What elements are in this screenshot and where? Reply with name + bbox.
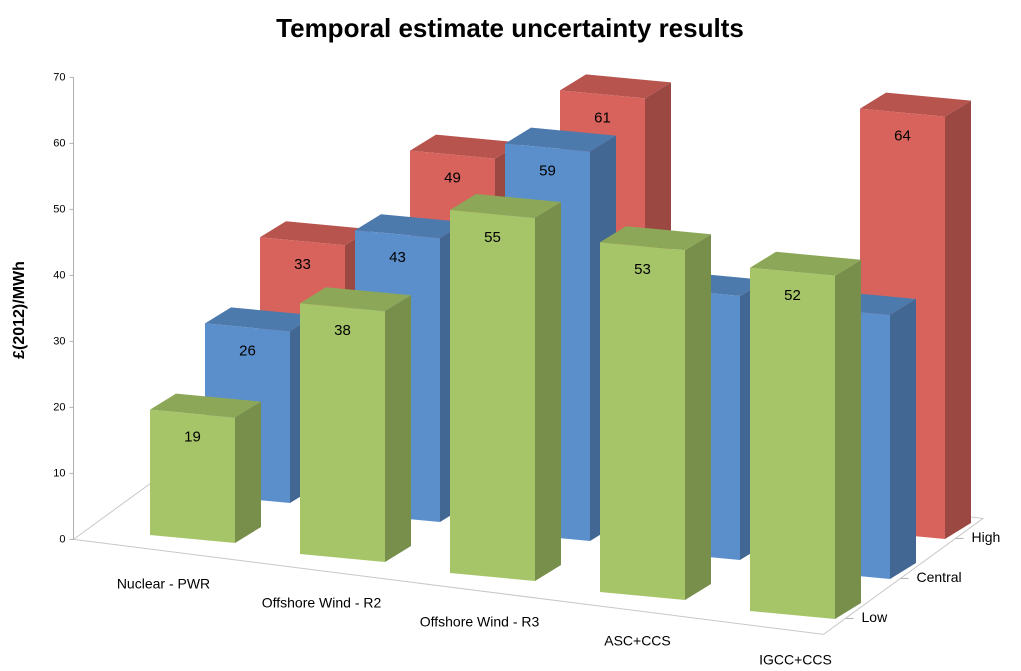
bar-front: [750, 267, 835, 619]
bar-top: [860, 92, 971, 117]
y-tick-label: 60: [53, 137, 65, 149]
bar-side: [685, 234, 711, 600]
bar-side: [535, 202, 561, 581]
bar-top: [560, 74, 671, 99]
data-label: 61: [594, 109, 611, 126]
bar: 53: [600, 226, 711, 600]
chart-title: Temporal estimate uncertainty results: [276, 13, 744, 43]
data-label: 53: [634, 261, 651, 278]
x-tick-label: Offshore Wind - R2: [262, 595, 382, 611]
data-label: 26: [239, 342, 256, 359]
data-label: 19: [184, 429, 201, 446]
bar: 19: [150, 393, 261, 543]
bar-front: [300, 303, 385, 562]
series-label: Central: [917, 569, 962, 585]
bar-side: [385, 295, 411, 562]
bar: 52: [750, 251, 861, 619]
x-tick-label: ASC+CCS: [604, 633, 671, 649]
data-label: 38: [334, 322, 351, 339]
bar-side: [890, 299, 916, 579]
bar-top: [300, 287, 411, 312]
x-tick-label: Offshore Wind - R3: [420, 614, 540, 630]
x-tick-label: Nuclear - PWR: [117, 576, 210, 592]
bar: 38: [300, 287, 411, 562]
bar-top: [260, 221, 371, 246]
bar-side: [235, 401, 261, 543]
y-tick-label: 70: [53, 71, 65, 83]
bar-top: [600, 226, 711, 251]
bar-top: [355, 214, 466, 239]
bar-side: [945, 100, 971, 539]
data-label: 52: [784, 287, 801, 304]
bar-top: [450, 194, 561, 218]
series-label: High: [972, 529, 1001, 545]
data-label: 43: [389, 249, 406, 266]
data-label: 64: [894, 128, 911, 145]
y-axis-label: £(2012)/MWh: [11, 261, 28, 359]
data-label: 33: [294, 256, 311, 273]
bar-front: [150, 409, 235, 543]
y-tick-label: 40: [53, 269, 65, 281]
bar-top: [750, 251, 861, 276]
bar-top: [205, 307, 316, 332]
bar-top: [150, 393, 261, 418]
series-label: Low: [862, 609, 889, 625]
bar: 55: [450, 194, 561, 581]
data-label: 59: [539, 163, 556, 180]
bar-top: [505, 127, 616, 152]
y-tick-label: 50: [53, 203, 65, 215]
bar-front: [450, 210, 535, 581]
bar-side: [835, 259, 861, 619]
y-tick-label: 30: [53, 335, 65, 347]
y-tick-label: 20: [53, 401, 65, 413]
bar-top: [410, 134, 521, 159]
y-tick-label: 10: [53, 467, 65, 479]
x-tick-label: IGCC+CCS: [759, 652, 832, 668]
data-label: 55: [484, 229, 501, 246]
data-label: 49: [444, 170, 461, 187]
y-tick-label: 0: [59, 533, 65, 545]
bar-front: [600, 242, 685, 600]
